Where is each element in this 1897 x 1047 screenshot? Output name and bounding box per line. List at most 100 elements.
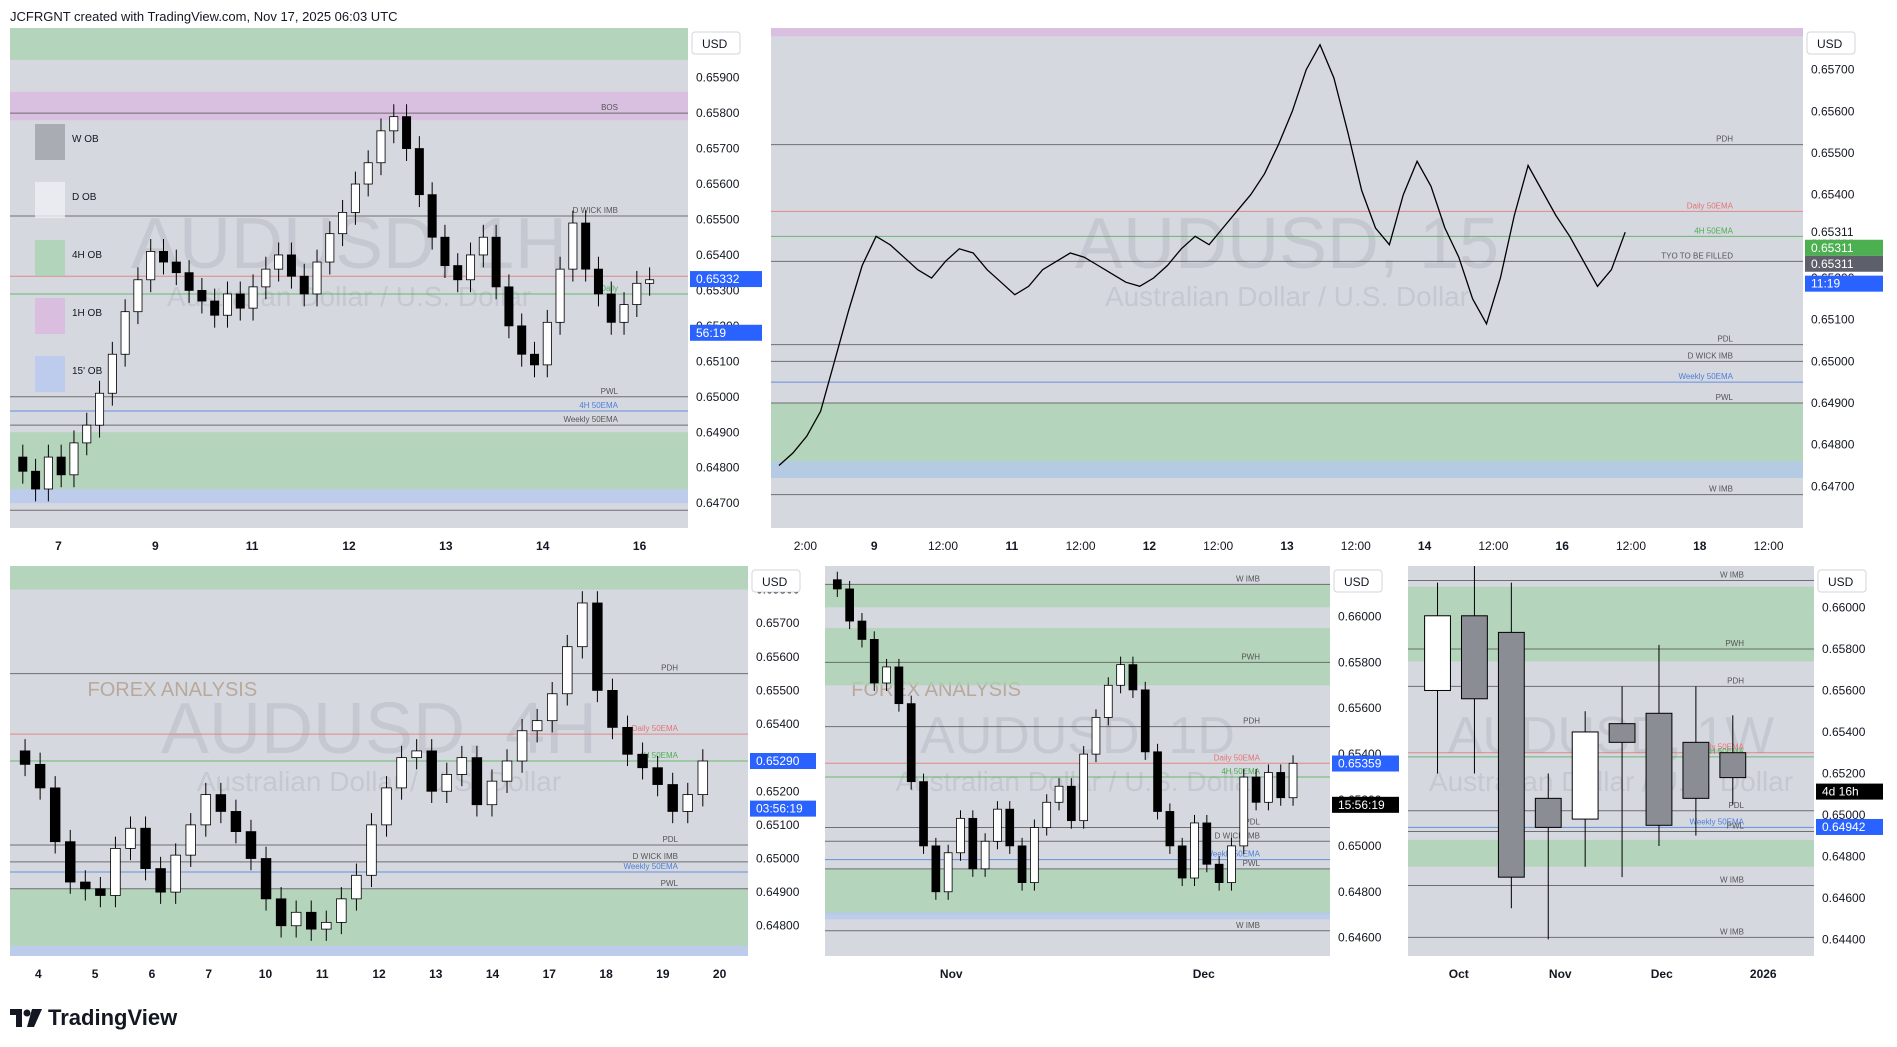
level-label: 4H 50EMA <box>1705 747 1744 756</box>
price-tick-label: 0.65200 <box>756 784 800 798</box>
price-tick-label: 0.65000 <box>756 852 800 866</box>
candle <box>1276 772 1286 799</box>
chart-panel-1w[interactable]: AUDUSD, 1W Australian Dollar / U.S. Dolla… <box>1408 566 1887 986</box>
order-block-zone <box>10 28 688 60</box>
price-tick-label: 0.65400 <box>1822 725 1866 739</box>
price-axis[interactable] <box>1330 566 1403 986</box>
candle <box>980 840 990 870</box>
level-label: PWH <box>1241 652 1260 661</box>
order-block-zone <box>825 912 1330 920</box>
level-label: PDH <box>1243 717 1260 726</box>
price-tick-label: 0.64800 <box>756 919 800 933</box>
candle <box>286 254 296 277</box>
candle <box>1251 776 1261 803</box>
price-label: 03:56:19 <box>756 802 803 816</box>
time-axis[interactable] <box>10 956 748 986</box>
chart-panel-1h[interactable]: AUDUSD, 1H Australian Dollar / U.S. Dolla… <box>10 28 766 561</box>
currency-badge[interactable] <box>691 31 741 55</box>
candle <box>1645 712 1673 826</box>
candle <box>107 353 117 394</box>
candle <box>1227 845 1236 883</box>
price-axis[interactable] <box>748 566 820 986</box>
candle <box>943 852 953 893</box>
time-axis[interactable] <box>1408 956 1814 986</box>
time-tick-label: 12:00 <box>1066 539 1096 553</box>
level-label: PDH <box>1727 676 1744 685</box>
candle <box>275 898 287 927</box>
level-label: PWH <box>1725 639 1744 648</box>
currency-badge[interactable] <box>751 569 801 593</box>
legend-swatch <box>35 356 65 392</box>
tradingview-logo[interactable]: TradingView <box>10 1005 177 1031</box>
candle <box>381 787 392 826</box>
tradingview-icon <box>10 1009 42 1027</box>
price-axis[interactable] <box>688 28 766 561</box>
candle <box>606 293 616 323</box>
chart-panel-15m[interactable]: AUDUSD, 15 Australian Dollar / U.S. Dolla… <box>771 28 1887 561</box>
price-tick-label: 0.64800 <box>1811 438 1855 452</box>
price-label: 56:19 <box>696 326 726 340</box>
chart-header: JCFRGNT created with TradingView.com, No… <box>10 9 398 24</box>
level-label: PWL <box>1243 859 1261 868</box>
time-tick-label: 14 <box>1418 539 1432 553</box>
candle <box>19 750 31 765</box>
time-tick-label: 12:00 <box>1616 539 1646 553</box>
currency-label: USD <box>1344 575 1370 589</box>
candle <box>43 456 53 490</box>
time-axis[interactable] <box>10 528 688 561</box>
candle <box>857 620 867 640</box>
time-tick-label: 16 <box>633 539 647 553</box>
candle <box>1534 797 1562 828</box>
candle <box>133 279 143 313</box>
time-tick-label: 12 <box>342 539 356 553</box>
candle <box>894 666 904 705</box>
chart-watermark-title: AUDUSD, 15 <box>1075 204 1499 284</box>
chart-panel-1d[interactable]: AUDUSD, 1D Australian Dollar / U.S. Dolla… <box>825 566 1403 986</box>
candle <box>1264 772 1273 803</box>
candle <box>1190 822 1199 879</box>
legend-label: 15' OB <box>72 366 103 377</box>
level-label: Daily 50EMA <box>1698 743 1745 752</box>
time-tick-label: 13 <box>439 539 453 553</box>
time-tick-label: 9 <box>871 539 878 553</box>
time-axis[interactable] <box>825 956 1330 986</box>
chart-panel-4h[interactable]: AUDUSD, 4H Australian Dollar / U.S. Dolla… <box>10 566 820 986</box>
candle <box>466 254 476 281</box>
level-label: Weekly 50EMA <box>1678 372 1733 381</box>
candle <box>869 639 879 684</box>
level-label: W IMB <box>1709 485 1733 494</box>
legend-label: 4H OB <box>72 250 102 261</box>
time-tick-label: 14 <box>486 967 500 981</box>
price-label-box <box>1805 275 1883 292</box>
time-tick-label: 12:00 <box>1203 539 1233 553</box>
level-label: PDL <box>1728 801 1744 810</box>
time-tick-label: 13 <box>429 967 443 981</box>
price-tick-label: 0.64400 <box>1822 932 1866 946</box>
candle <box>919 781 928 847</box>
level-label: Weekly 50EMA <box>563 415 618 424</box>
price-label-box <box>690 324 762 341</box>
price-tick-label: 0.65400 <box>756 717 800 731</box>
price-axis[interactable] <box>1814 566 1887 986</box>
price-tick-label: 0.65500 <box>1811 146 1855 160</box>
time-tick-label: 13 <box>1280 539 1294 553</box>
candle <box>1165 811 1175 847</box>
time-tick-label: 17 <box>543 967 557 981</box>
time-axis[interactable] <box>771 528 1803 561</box>
price-axis[interactable] <box>1803 28 1887 561</box>
currency-badge[interactable] <box>1817 569 1867 593</box>
price-tick-label: 0.65100 <box>1811 313 1855 327</box>
candle <box>453 265 463 281</box>
currency-badge[interactable] <box>1333 569 1383 593</box>
price-tick-label: 0.64900 <box>756 885 800 899</box>
level-label: Daily 50EMA <box>1687 201 1734 210</box>
currency-label: USD <box>1828 575 1854 589</box>
currency-badge[interactable] <box>1806 31 1856 55</box>
candle <box>546 693 558 722</box>
candle <box>65 841 76 883</box>
